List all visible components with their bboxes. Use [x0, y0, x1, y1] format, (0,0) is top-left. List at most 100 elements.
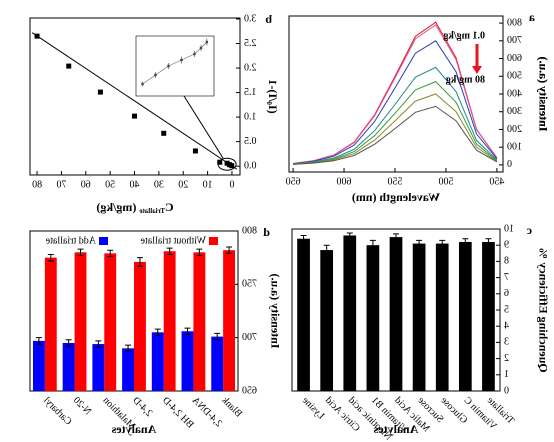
- error-bar: [47, 253, 54, 262]
- x-tick-label: 500: [438, 176, 453, 187]
- annotation: 80 mg/kg: [446, 74, 485, 85]
- y-tick-label: 2.0: [244, 62, 257, 73]
- x-tick-label: 70: [56, 179, 66, 190]
- error-bar: [35, 337, 42, 345]
- x-category-label: Lysine: [299, 395, 326, 422]
- bar: [122, 348, 134, 391]
- bar: [134, 261, 146, 391]
- error-bar: [196, 248, 203, 257]
- x-category-label: BH 2,4-D: [160, 395, 196, 431]
- y-axis-title: Quenching Efficiency %: [536, 247, 550, 372]
- y-tick-label: 750: [242, 279, 257, 290]
- data-point: [217, 159, 223, 165]
- error-bar: [65, 339, 72, 347]
- bar: [412, 243, 426, 391]
- error-bar: [369, 239, 376, 251]
- bar: [320, 250, 334, 391]
- bar: [181, 331, 194, 391]
- y-tick-label: 300: [507, 106, 522, 117]
- y-tick-label: 500: [507, 71, 522, 82]
- x-category-label: N-20: [71, 395, 93, 417]
- x-axis-title: CTriallate(mg/kg): [96, 200, 173, 215]
- error-bar: [77, 248, 84, 257]
- x-category-label: Carbaryl: [41, 395, 74, 428]
- y-tick-label: 1: [504, 369, 509, 380]
- legend-label: Without triallate: [140, 235, 206, 246]
- y-tick-label: 8: [504, 256, 509, 267]
- y-tick-label: 0: [507, 159, 512, 170]
- error-bar: [416, 239, 423, 247]
- y-tick-label: 0: [504, 385, 509, 396]
- data-point: [66, 63, 72, 69]
- bar: [389, 237, 403, 391]
- y-tick-label: 1.5: [244, 87, 257, 98]
- spectrum-line: [293, 21, 498, 164]
- panel-label: d: [263, 225, 270, 239]
- y-axis-title: Intensity (a.u.): [536, 56, 550, 131]
- y-tick-label: 3.0: [244, 13, 257, 24]
- error-bar: [462, 238, 469, 246]
- x-tick-label: 10: [203, 179, 213, 190]
- x-tick-label: 0: [229, 179, 234, 190]
- y-tick-label: 3: [504, 337, 509, 348]
- bar: [32, 340, 45, 391]
- x-axis-title: Analytes: [111, 422, 156, 436]
- x-tick-label: 20: [178, 179, 188, 190]
- bar: [193, 252, 206, 391]
- bar: [92, 344, 105, 391]
- zoom-connector: [183, 95, 224, 159]
- data-point: [161, 130, 167, 136]
- y-tick-label: 200: [507, 124, 522, 135]
- bar: [343, 235, 357, 391]
- y-tick-label: 2: [504, 353, 509, 364]
- bar: [482, 241, 495, 391]
- bar: [151, 332, 164, 391]
- y-tick-label: 0.0: [244, 160, 257, 171]
- error-bar: [125, 344, 132, 353]
- x-axis-title-unit: (mg/kg): [96, 200, 136, 214]
- data-point: [224, 160, 230, 166]
- legend-label: Add triallate: [45, 235, 96, 246]
- bar: [44, 257, 57, 391]
- y-tick-label: 700: [242, 332, 257, 343]
- fit-line: [31, 32, 238, 170]
- inset-point: [154, 73, 157, 77]
- y-tick-label: 600: [507, 53, 522, 64]
- spectrum-line: [293, 40, 498, 165]
- inset-point: [205, 40, 209, 44]
- y-axis-title: Intensity (a.u.): [268, 273, 282, 348]
- y-tick-label: 1.0: [244, 111, 257, 122]
- bar: [104, 253, 117, 391]
- y-tick-label: 7: [504, 272, 509, 283]
- x-tick-label: 40: [130, 179, 140, 190]
- panel-label: a: [529, 10, 535, 24]
- x-tick-label: 600: [337, 176, 352, 187]
- bar: [458, 241, 472, 391]
- x-tick-label: 450: [489, 176, 504, 187]
- spectrum-line: [293, 66, 498, 165]
- bar: [211, 336, 224, 391]
- error-bar: [166, 247, 173, 255]
- y-tick-label: 100: [507, 141, 522, 152]
- y-tick-label: 0.5: [244, 136, 257, 147]
- error-bar: [214, 332, 221, 341]
- y-tick-label: 2.5: [244, 38, 257, 49]
- data-point: [192, 148, 198, 154]
- inset-point: [193, 52, 196, 56]
- data-point: [34, 33, 40, 39]
- y-tick-label: 650: [242, 385, 257, 396]
- panel-label: c: [526, 223, 532, 237]
- legend-swatch: [99, 237, 108, 245]
- data-point: [132, 113, 138, 119]
- error-bar: [393, 233, 399, 241]
- bar: [74, 252, 87, 391]
- x-axis-title-main: C: [165, 200, 174, 214]
- error-bar: [154, 328, 161, 337]
- inset-point: [167, 64, 170, 68]
- x-category-label: 2,4-D: [130, 395, 154, 419]
- y-tick-label: 4: [504, 320, 509, 331]
- bar: [163, 251, 176, 391]
- bar: [223, 250, 236, 391]
- y-tick-label: 9: [504, 239, 509, 250]
